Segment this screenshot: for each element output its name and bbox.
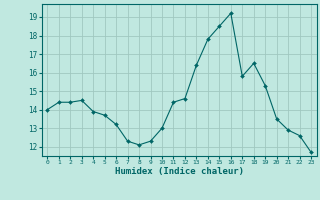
X-axis label: Humidex (Indice chaleur): Humidex (Indice chaleur) <box>115 167 244 176</box>
